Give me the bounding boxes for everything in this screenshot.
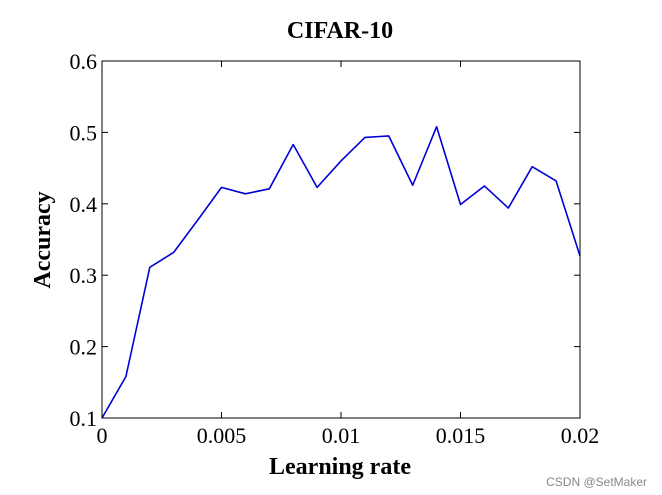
- y-tick-label: 0.6: [70, 49, 98, 74]
- y-axis-label: Accuracy: [30, 191, 56, 288]
- x-tick-label: 0.015: [436, 423, 486, 448]
- y-axis: 0.1 0.2 0.3 0.4 0.5 0.6: [70, 49, 580, 431]
- x-axis: 0 0.005 0.01 0.015 0.02: [97, 61, 600, 448]
- plot-area-frame: [101, 60, 581, 419]
- watermark: CSDN @SetMaker: [546, 475, 647, 489]
- y-tick-label: 0.4: [70, 192, 98, 217]
- y-tick-label: 0.3: [70, 263, 98, 288]
- x-tick-label: 0.02: [561, 423, 600, 448]
- x-tick-label: 0.005: [197, 423, 247, 448]
- x-tick-label: 0.01: [322, 423, 361, 448]
- chart-title: CIFAR-10: [287, 18, 393, 44]
- series-line: [101, 125, 581, 419]
- y-tick-label: 0.2: [70, 335, 98, 360]
- x-axis-label: Learning rate: [269, 454, 411, 480]
- x-tick-label: 0: [97, 423, 108, 448]
- y-tick-label: 0.1: [70, 406, 98, 431]
- y-tick-label: 0.5: [70, 120, 98, 145]
